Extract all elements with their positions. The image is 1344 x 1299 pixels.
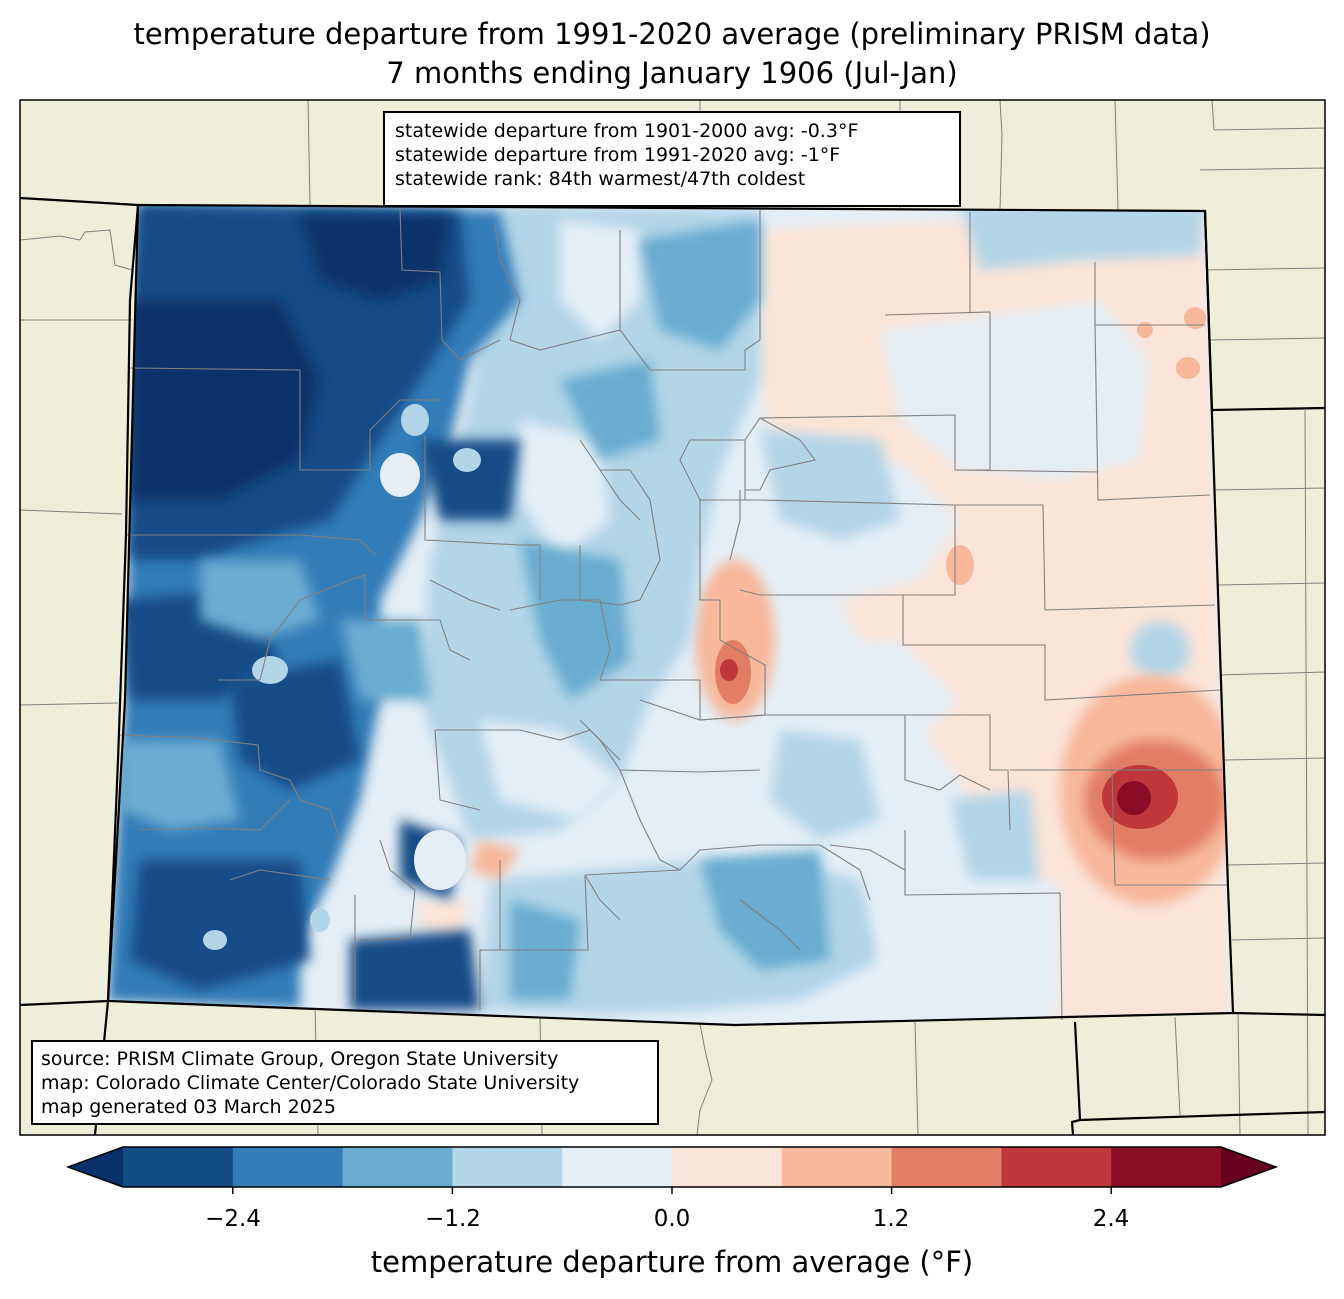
source-line: source: PRISM Climate Group, Oregon Stat… <box>41 1048 559 1070</box>
colorbar-bin <box>123 1147 234 1187</box>
colorbar-tick-label: 1.2 <box>872 1206 910 1232</box>
colorado-county-lines <box>119 207 1228 1021</box>
stats-departure-1901-2000: statewide departure from 1901-2000 avg: … <box>395 120 859 142</box>
colorbar-bin <box>342 1147 453 1187</box>
colorbar-tick-label: −1.2 <box>425 1206 481 1232</box>
state-borders <box>20 196 1325 1135</box>
colorbar-bin <box>672 1147 783 1187</box>
colorbar-tick-label: 2.4 <box>1092 1206 1130 1232</box>
colorbar-outline <box>65 1146 1279 1188</box>
colorbar-under-arrow <box>68 1147 123 1187</box>
colorbar-bin <box>891 1147 1002 1187</box>
colorbar-bin <box>1001 1147 1112 1187</box>
stats-rank: statewide rank: 84th warmest/47th coldes… <box>395 168 806 190</box>
source-box: source: PRISM Climate Group, Oregon Stat… <box>31 1040 659 1125</box>
colorbar-over-arrow <box>1221 1147 1276 1187</box>
colorbar-bin <box>232 1147 344 1187</box>
map-credit-line: map: Colorado Climate Center/Colorado St… <box>41 1072 580 1094</box>
colorbar-bin <box>562 1147 673 1187</box>
colorbar-bin <box>452 1147 563 1187</box>
colorbar-bin <box>781 1147 893 1187</box>
colorado-field <box>108 205 1233 1025</box>
generated-date-line: map generated 03 March 2025 <box>41 1096 336 1118</box>
colorbar-label: temperature departure from average (°F) <box>370 1245 974 1279</box>
map-title-line1: temperature departure from 1991-2020 ave… <box>133 17 1211 51</box>
map-title-line2: 7 months ending January 1906 (Jul-Jan) <box>386 56 958 90</box>
stats-departure-1991-2020: statewide departure from 1991-2020 avg: … <box>395 144 841 166</box>
colorbar-bin <box>1111 1147 1222 1187</box>
colorbar-tick-label: −2.4 <box>205 1206 261 1232</box>
map-frame <box>19 99 1326 1136</box>
colorbar-tick-label: 0.0 <box>653 1206 691 1232</box>
statewide-stats-box: statewide departure from 1901-2000 avg: … <box>383 111 961 207</box>
